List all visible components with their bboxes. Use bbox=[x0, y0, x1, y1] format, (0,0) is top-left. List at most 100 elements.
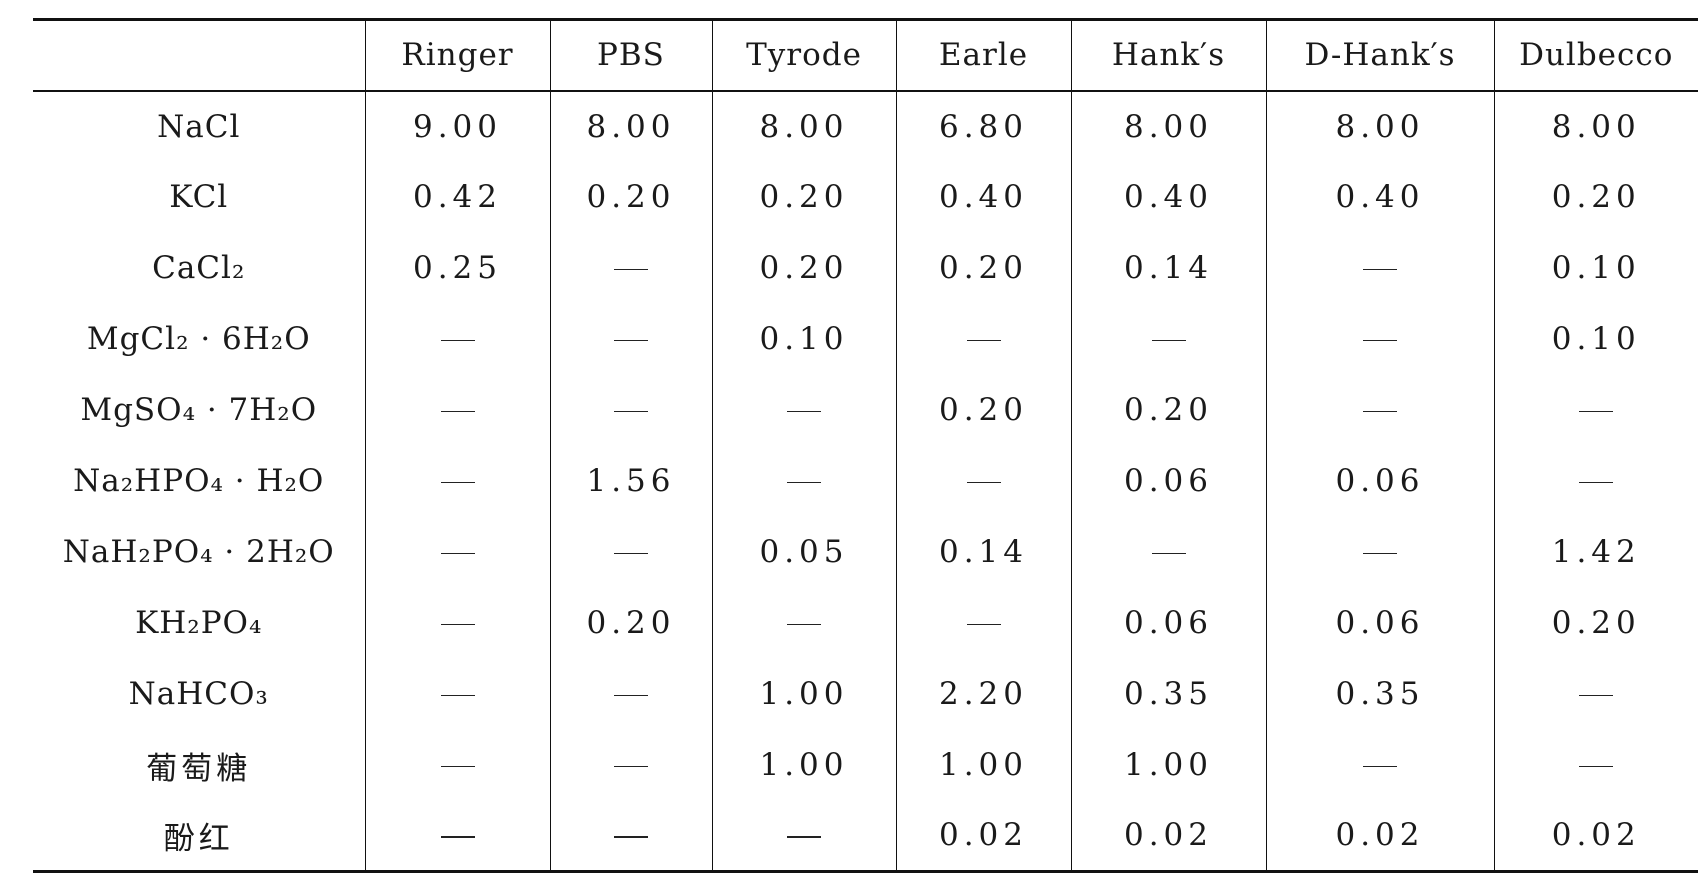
value-cell: 0.20 bbox=[895, 374, 1071, 446]
value-cell: 0.02 bbox=[1265, 800, 1494, 873]
dash-mark bbox=[1363, 339, 1397, 342]
value-cell bbox=[549, 516, 712, 588]
dash-mark bbox=[440, 481, 475, 484]
value-cell: 8.00 bbox=[549, 90, 712, 162]
dash-mark bbox=[787, 410, 821, 413]
value-cell bbox=[364, 587, 550, 659]
value-cell bbox=[1493, 729, 1698, 801]
table-body: NaCl 9.00 8.00 8.00 6.80 8.00 8.00 8.00 KCl 0.42 0… bbox=[33, 90, 1698, 873]
dash-mark bbox=[787, 623, 821, 626]
dash-mark bbox=[787, 836, 821, 838]
value-cell bbox=[1493, 445, 1698, 517]
value-cell bbox=[549, 303, 712, 375]
table-row: NaH₂PO₄ · 2H₂O 0.05 0.14 1.42 bbox=[33, 516, 1698, 588]
dash-mark bbox=[1363, 765, 1397, 768]
value-cell: 0.20 bbox=[711, 161, 896, 233]
dash-mark bbox=[1151, 552, 1186, 555]
value-cell: 1.42 bbox=[1493, 516, 1698, 588]
value-cell: 9.00 bbox=[364, 90, 550, 162]
table-row: NaHCO₃ 1.00 2.20 0.35 0.35 bbox=[33, 658, 1698, 730]
reagent-cell: CaCl₂ bbox=[152, 250, 246, 286]
header-cell-ringer: Ringer bbox=[364, 18, 550, 92]
value-cell: 0.05 bbox=[711, 516, 896, 588]
value-cell: 0.14 bbox=[1070, 232, 1266, 304]
value-cell bbox=[364, 658, 550, 730]
table-row: KCl 0.42 0.20 0.20 0.40 0.40 0.40 0.20 bbox=[33, 161, 1698, 233]
dash-mark bbox=[1579, 765, 1614, 768]
value-cell: 2.20 bbox=[895, 658, 1071, 730]
value-cell bbox=[1265, 729, 1494, 801]
reagent-cell: 葡萄糖 bbox=[146, 750, 252, 787]
dash-mark bbox=[787, 481, 821, 484]
value-cell: 0.06 bbox=[1265, 445, 1494, 517]
value-cell: 0.06 bbox=[1265, 587, 1494, 659]
reagent-cell: MgCl₂ · 6H₂O bbox=[86, 321, 311, 357]
reagent-cell: 酚红 bbox=[33, 800, 365, 873]
value-cell bbox=[364, 729, 550, 801]
value-cell: 0.40 bbox=[895, 161, 1071, 233]
value-cell: 0.20 bbox=[549, 587, 712, 659]
table-row: MgCl₂ · 6H₂O 0.10 0.10 bbox=[33, 303, 1698, 375]
value-cell: 0.06 bbox=[1070, 587, 1266, 659]
dash-mark bbox=[440, 765, 475, 768]
header-row: Ringer PBS Tyrode Earle Hank′s D-Hank′s … bbox=[33, 18, 1698, 92]
dash-mark bbox=[1363, 410, 1397, 413]
reagent-cell: NaH₂PO₄ · 2H₂O bbox=[62, 534, 335, 570]
header-cell-tyrode: Tyrode bbox=[711, 18, 896, 92]
reagent-cell: NaCl bbox=[157, 108, 241, 145]
value-cell: 0.02 bbox=[1493, 800, 1698, 873]
value-cell bbox=[364, 303, 550, 375]
value-cell: 8.00 bbox=[1493, 90, 1698, 162]
value-cell bbox=[364, 516, 550, 588]
reagent-cell: NaHCO₃ bbox=[128, 676, 269, 712]
dash-mark bbox=[440, 694, 475, 697]
value-cell bbox=[549, 374, 712, 446]
dash-mark bbox=[614, 552, 648, 555]
value-cell: 0.02 bbox=[1070, 800, 1266, 873]
dash-mark bbox=[440, 836, 475, 838]
table-row: 葡萄糖 1.00 1.00 1.00 bbox=[33, 729, 1698, 801]
header-cell-dulbecco: Dulbecco bbox=[1493, 18, 1698, 92]
value-cell: 0.35 bbox=[1070, 658, 1266, 730]
dash-mark bbox=[614, 694, 648, 697]
value-cell: 0.10 bbox=[1493, 232, 1698, 304]
value-cell bbox=[895, 587, 1071, 659]
value-cell bbox=[549, 658, 712, 730]
value-cell: 1.00 bbox=[1070, 729, 1266, 801]
header-cell-earle: Earle bbox=[895, 18, 1071, 92]
value-cell bbox=[549, 800, 712, 873]
value-cell: 8.00 bbox=[711, 90, 896, 162]
value-cell: 0.02 bbox=[895, 800, 1071, 873]
dash-mark bbox=[614, 765, 648, 768]
value-cell: 1.56 bbox=[549, 445, 712, 517]
value-cell bbox=[1070, 303, 1266, 375]
header-cell-d-hanks: D-Hank′s bbox=[1265, 18, 1494, 92]
value-cell: 1.00 bbox=[711, 658, 896, 730]
value-cell: 1.00 bbox=[895, 729, 1071, 801]
dash-mark bbox=[966, 339, 1001, 342]
dash-mark bbox=[1579, 410, 1614, 413]
dash-mark bbox=[1363, 552, 1397, 555]
reagent-cell: KCl bbox=[169, 179, 229, 215]
dash-mark bbox=[1579, 481, 1614, 484]
dash-mark bbox=[1363, 268, 1397, 271]
value-cell: 0.20 bbox=[895, 232, 1071, 304]
header-cell-reagent bbox=[33, 18, 365, 92]
reagent-cell: Na₂HPO₄ · H₂O bbox=[73, 463, 325, 499]
value-cell: 6.80 bbox=[895, 90, 1071, 162]
value-cell bbox=[364, 445, 550, 517]
value-cell bbox=[1493, 658, 1698, 730]
dash-mark bbox=[966, 623, 1001, 626]
value-cell: 8.00 bbox=[1265, 90, 1494, 162]
dash-mark bbox=[440, 339, 475, 342]
value-cell bbox=[549, 729, 712, 801]
table-row: MgSO₄ · 7H₂O 0.20 0.20 bbox=[33, 374, 1698, 446]
value-cell bbox=[364, 374, 550, 446]
value-cell bbox=[364, 800, 550, 873]
value-cell: 0.10 bbox=[1493, 303, 1698, 375]
value-cell: 0.25 bbox=[364, 232, 550, 304]
table-row: CaCl₂ 0.25 0.20 0.20 0.14 0.10 bbox=[33, 232, 1698, 304]
value-cell: 0.06 bbox=[1070, 445, 1266, 517]
reagent-cell: MgSO₄ · 7H₂O bbox=[80, 392, 318, 428]
dash-mark bbox=[614, 339, 648, 342]
